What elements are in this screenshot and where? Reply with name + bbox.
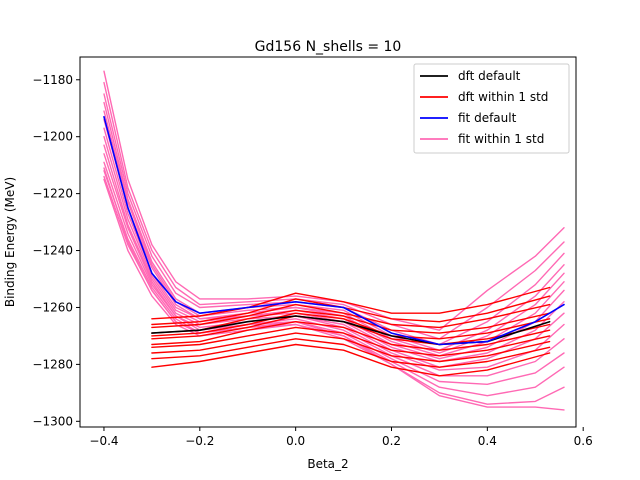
series-line-dft-within-1-std-18 bbox=[151, 303, 551, 329]
x-axis-ticks: −0.4 −0.2 0.0 0.2 0.4 0.6 bbox=[89, 427, 593, 448]
y-tick-label: −1240 bbox=[32, 244, 73, 258]
y-tick-label: −1180 bbox=[32, 73, 73, 87]
legend-label-fit-within-1-std: fit within 1 std bbox=[458, 132, 544, 146]
y-axis-ticks: −1300 −1280 −1260 −1240 −1220 −1200 −1180 bbox=[32, 73, 80, 428]
x-tick-label: 0.4 bbox=[478, 434, 497, 448]
x-tick-label: 0.0 bbox=[286, 434, 305, 448]
series-line-dft-within-1-std-20 bbox=[151, 312, 551, 340]
series-line-dft-within-1-std-23 bbox=[151, 326, 551, 357]
x-tick-label: −0.4 bbox=[89, 434, 118, 448]
legend-box bbox=[413, 63, 570, 154]
legend-label-dft-within-1-std: dft within 1 std bbox=[458, 90, 548, 104]
series-line-dft-within-1-std-25 bbox=[151, 338, 551, 368]
x-tick-label: −0.2 bbox=[185, 434, 214, 448]
series-line-dft-within-1-std-22 bbox=[151, 321, 551, 351]
series-line-dft-within-1-std-16 bbox=[151, 286, 551, 320]
x-tick-label: 0.2 bbox=[382, 434, 401, 448]
y-tick-label: −1300 bbox=[32, 414, 73, 428]
x-tick-label: 0.6 bbox=[574, 434, 593, 448]
y-tick-label: −1260 bbox=[32, 300, 73, 314]
series-line-dft-within-1-std-26 bbox=[151, 343, 551, 377]
y-axis-label: Binding Energy (MeV) bbox=[3, 177, 17, 307]
x-axis-label: Beta_2 bbox=[307, 457, 348, 471]
series-line-fit-within-1-std-15 bbox=[103, 167, 565, 411]
series-line-dft-within-1-std-24 bbox=[151, 332, 551, 363]
legend: dft default dft within 1 std fit default fi… bbox=[413, 63, 570, 154]
series-line-fit-default-28 bbox=[103, 116, 565, 346]
series-line-fit-within-1-std-11 bbox=[103, 161, 565, 377]
y-tick-label: −1220 bbox=[32, 187, 73, 201]
legend-label-dft-default: dft default bbox=[458, 69, 521, 83]
y-tick-label: −1280 bbox=[32, 357, 73, 371]
series-line-fit-within-1-std-1 bbox=[103, 70, 565, 331]
y-tick-label: −1200 bbox=[32, 130, 73, 144]
chart-title: Gd156 N_shells = 10 bbox=[255, 39, 402, 55]
series-line-dft-within-1-std-19 bbox=[151, 309, 551, 334]
plot-frame bbox=[79, 56, 577, 428]
series-layer bbox=[103, 70, 565, 411]
legend-label-fit-default: fit default bbox=[458, 111, 517, 125]
